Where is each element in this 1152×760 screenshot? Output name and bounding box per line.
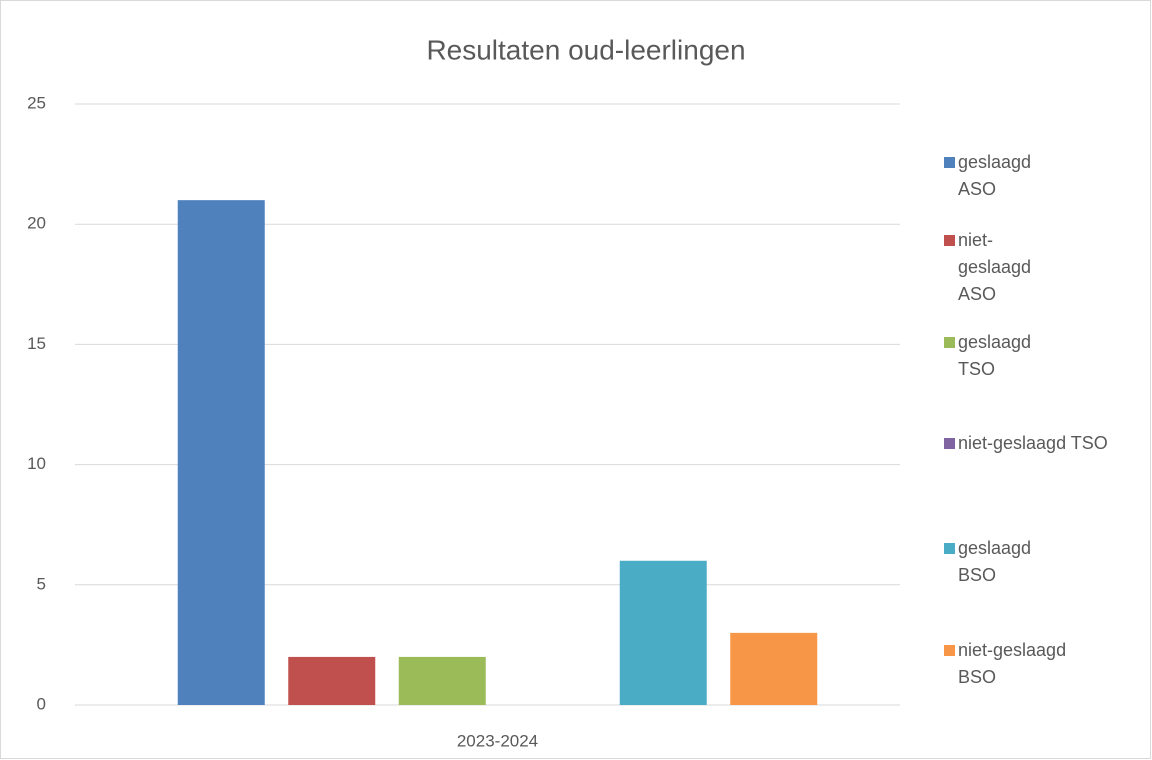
bar [730, 632, 818, 705]
legend-item: niet-geslaagd BSO [944, 637, 1094, 691]
legend-swatch [944, 438, 955, 449]
legend-label: niet-geslaagd ASO [958, 230, 1032, 304]
legend-item: geslaagd BSO [944, 535, 1034, 589]
y-tick-label: 5 [37, 574, 46, 593]
bar [398, 656, 486, 705]
chart-title: Resultaten oud-leerlingen [426, 34, 745, 65]
y-tick-label: 25 [27, 93, 46, 112]
legend-swatch [944, 543, 955, 554]
legend-swatch [944, 235, 955, 246]
y-tick-label: 20 [27, 214, 46, 233]
legend-label: niet-geslaagd BSO [958, 640, 1067, 687]
legend-item: niet-geslaagd TSO [944, 430, 1144, 457]
legend-label: niet-geslaagd TSO [958, 433, 1108, 453]
legend-item: geslaagd ASO [944, 149, 1034, 203]
bar [619, 560, 707, 705]
legend-swatch [944, 645, 955, 656]
legend-label: geslaagd TSO [958, 332, 1032, 379]
bar [177, 200, 265, 705]
x-tick-label: 2023-2024 [457, 731, 538, 750]
bar [288, 656, 376, 705]
legend-label: geslaagd BSO [958, 538, 1032, 585]
legend-swatch [944, 337, 955, 348]
legend-label: geslaagd ASO [958, 152, 1032, 199]
y-tick-label: 0 [37, 694, 46, 713]
legend-item: niet-geslaagd ASO [944, 227, 1034, 308]
legend-swatch [944, 157, 955, 168]
y-tick-label: 10 [27, 454, 46, 473]
y-tick-label: 15 [27, 334, 46, 353]
legend-item: geslaagd TSO [944, 329, 1034, 383]
